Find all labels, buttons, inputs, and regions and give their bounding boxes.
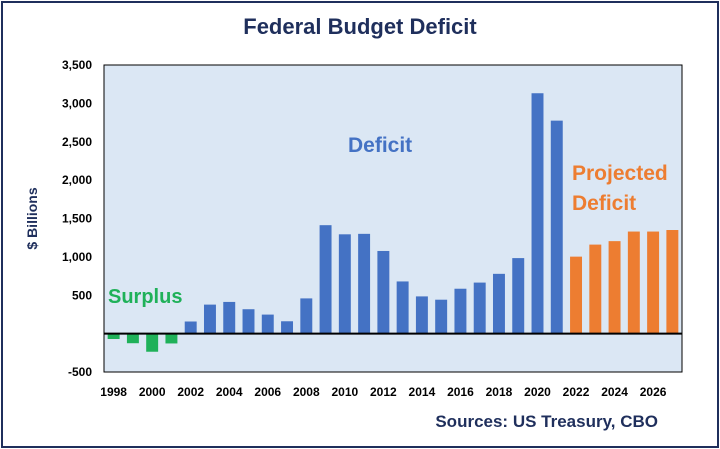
- deficit-bar-2012: [377, 250, 390, 334]
- projected-bar-2023: [589, 244, 602, 334]
- x-tick-label: 1998: [100, 385, 127, 399]
- projected-bar-2026: [647, 231, 660, 334]
- x-tick-label: 2008: [293, 385, 320, 399]
- deficit-bar-2010: [338, 234, 351, 334]
- surplus-bar-2000: [146, 333, 159, 352]
- x-tick-label: 2016: [447, 385, 474, 399]
- y-axis-label: $ Billions: [24, 187, 40, 249]
- deficit-bar-2021: [550, 120, 563, 334]
- annotation-deficit: Deficit: [348, 134, 412, 157]
- deficit-bar-2006: [261, 314, 274, 334]
- x-tick-label: 2026: [640, 385, 667, 399]
- x-tick-label: 2024: [601, 385, 628, 399]
- y-tick-label: 3,000: [62, 96, 92, 110]
- x-tick-label: 2020: [524, 385, 551, 399]
- deficit-bar-2009: [319, 225, 332, 334]
- deficit-bar-2020: [531, 93, 544, 334]
- deficit-bar-2003: [203, 304, 216, 334]
- surplus-bar-1999: [126, 333, 139, 344]
- x-tick-label: 2004: [216, 385, 243, 399]
- x-tick-label: 2012: [370, 385, 397, 399]
- projected-bar-2022: [570, 256, 583, 334]
- projected-bar-2025: [627, 231, 640, 334]
- y-tick-label: 2,500: [62, 135, 92, 149]
- y-tick-label: -500: [68, 365, 92, 379]
- x-tick-label: 2000: [139, 385, 166, 399]
- annotation-surplus: Surplus: [108, 286, 182, 308]
- deficit-bar-2005: [242, 309, 255, 334]
- chart-title: Federal Budget Deficit: [243, 14, 477, 39]
- deficit-bar-2013: [396, 281, 409, 334]
- x-tick-label: 2014: [409, 385, 436, 399]
- projected-bar-2024: [608, 241, 621, 334]
- deficit-bar-2018: [492, 273, 505, 334]
- deficit-bar-2019: [512, 258, 525, 334]
- deficit-bar-2004: [223, 301, 236, 334]
- plot-area: [103, 64, 683, 373]
- deficit-bar-2015: [435, 299, 448, 334]
- x-tick-label: 2002: [177, 385, 204, 399]
- source-note: Sources: US Treasury, CBO: [435, 412, 658, 431]
- projected-bar-2027: [666, 230, 679, 334]
- x-tick-label: 2018: [486, 385, 513, 399]
- deficit-bar-2008: [300, 298, 313, 334]
- y-tick-label: 3,500: [62, 58, 92, 72]
- surplus-bar-2001: [165, 333, 178, 344]
- y-tick-label: 1,000: [62, 250, 92, 264]
- y-tick-label: 2,000: [62, 173, 92, 187]
- annotation-projected-deficit: Deficit: [572, 192, 636, 215]
- deficit-bar-2011: [358, 233, 371, 334]
- y-tick-label: 1,500: [62, 212, 92, 226]
- deficit-bar-2017: [473, 282, 486, 334]
- deficit-bar-2016: [454, 288, 467, 334]
- deficit-bar-2007: [281, 321, 294, 334]
- deficit-bar-2014: [415, 296, 428, 334]
- deficit-bar-2002: [184, 321, 197, 334]
- x-tick-label: 2022: [563, 385, 590, 399]
- annotation-projected: Projected: [572, 162, 668, 185]
- y-tick-label: 500: [72, 288, 92, 302]
- surplus-bar-1998: [107, 333, 120, 339]
- x-tick-label: 2006: [254, 385, 281, 399]
- x-tick-label: 2010: [331, 385, 358, 399]
